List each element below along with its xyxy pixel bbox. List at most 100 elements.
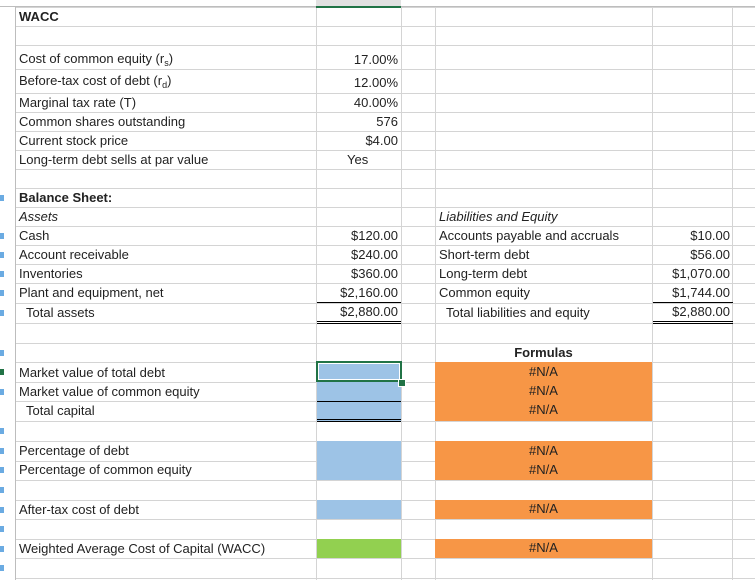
- formulas-heading[interactable]: Formulas: [514, 345, 573, 360]
- asset-value[interactable]: $120.00: [351, 228, 398, 243]
- asset-value[interactable]: $2,160.00: [340, 285, 398, 300]
- gridline: [732, 0, 733, 580]
- row-number[interactable]: [0, 290, 4, 296]
- formula-market-value-equity[interactable]: #N/A: [529, 383, 558, 398]
- calc-label-total-capital[interactable]: Total capital: [26, 403, 95, 418]
- liabilities-heading[interactable]: Liabilities and Equity: [439, 209, 558, 224]
- row-number[interactable]: [0, 467, 4, 473]
- formula-pct-equity[interactable]: #N/A: [529, 462, 558, 477]
- calc-label-after-tax-cost[interactable]: After-tax cost of debt: [19, 502, 139, 517]
- calc-result-wacc[interactable]: [317, 539, 401, 558]
- input-label-debt-at-par[interactable]: Long-term debt sells at par value: [19, 152, 209, 167]
- calc-label-pct-equity[interactable]: Percentage of common equity: [19, 462, 192, 477]
- row-number-selected[interactable]: [0, 369, 4, 375]
- asset-value[interactable]: $360.00: [351, 266, 398, 281]
- input-value-debt-at-par[interactable]: Yes: [347, 152, 369, 167]
- asset-label[interactable]: Account receivable: [19, 247, 129, 262]
- row-number[interactable]: [0, 565, 4, 571]
- formula-total-capital[interactable]: #N/A: [529, 402, 558, 417]
- calc-label-market-value-debt[interactable]: Market value of total debt: [19, 365, 165, 380]
- fill-handle[interactable]: [398, 379, 406, 387]
- row-number[interactable]: [0, 233, 4, 239]
- liability-value[interactable]: $10.00: [690, 228, 730, 243]
- liability-label[interactable]: Accounts payable and accruals: [439, 228, 619, 243]
- calc-value-pct-equity[interactable]: [316, 461, 398, 480]
- row-number[interactable]: [0, 448, 4, 454]
- row-number[interactable]: [0, 487, 4, 493]
- row-number[interactable]: [0, 546, 4, 552]
- gridline: [0, 150, 755, 151]
- input-value-before-tax-cost-of-debt[interactable]: 12.00%: [353, 75, 398, 90]
- liability-label[interactable]: Long-term debt: [439, 266, 528, 281]
- label-tail: ): [168, 51, 174, 66]
- calc-input-after-tax-cost[interactable]: [317, 500, 401, 519]
- active-cell-selection[interactable]: [316, 361, 402, 382]
- liability-label[interactable]: Short-term debt: [439, 247, 530, 262]
- liability-label[interactable]: Common equity: [439, 285, 531, 300]
- row-header-bar[interactable]: [0, 7, 16, 580]
- label-text: Cost of common equity (r: [19, 51, 165, 66]
- calc-label-wacc[interactable]: Weighted Average Cost of Capital (WACC): [19, 541, 266, 556]
- asset-label[interactable]: Cash: [19, 228, 50, 243]
- row-number[interactable]: [0, 350, 4, 356]
- input-label-stock-price[interactable]: Current stock price: [19, 133, 129, 148]
- formula-after-tax-cost[interactable]: #N/A: [529, 501, 558, 516]
- balance-sheet-heading[interactable]: Balance Sheet:: [19, 190, 113, 205]
- border-single: [317, 401, 401, 402]
- total-assets-label[interactable]: Total assets: [26, 305, 95, 320]
- calc-value-wacc[interactable]: [316, 539, 398, 558]
- calc-value-total-capital[interactable]: [316, 401, 398, 420]
- total-assets-value[interactable]: $2,880.00: [340, 304, 398, 319]
- row-number[interactable]: [0, 507, 4, 513]
- formula-pct-debt[interactable]: #N/A: [529, 443, 558, 458]
- input-value-cost-of-equity[interactable]: 17.00%: [353, 52, 398, 67]
- row-number[interactable]: [0, 310, 4, 316]
- calc-value-pct-debt[interactable]: [316, 441, 398, 460]
- asset-label[interactable]: Plant and equipment, net: [19, 285, 164, 300]
- column-header-selected[interactable]: [316, 0, 401, 8]
- input-label-tax-rate[interactable]: Marginal tax rate (T): [19, 95, 137, 110]
- sheet-title[interactable]: WACC: [19, 9, 59, 24]
- input-value-shares-outstanding[interactable]: 576: [376, 114, 398, 129]
- calc-label-market-value-equity[interactable]: Market value of common equity: [19, 384, 200, 399]
- input-label-cost-of-equity[interactable]: Cost of common equity (rs): [19, 49, 309, 68]
- calc-input-block-weights[interactable]: [317, 441, 401, 480]
- total-liabilities-label[interactable]: Total liabilities and equity: [446, 305, 590, 320]
- gridline: [0, 188, 755, 189]
- calc-value-market-value-equity[interactable]: [316, 382, 398, 401]
- formula-market-value-debt[interactable]: #N/A: [529, 364, 558, 379]
- row-number[interactable]: [0, 428, 4, 434]
- input-value-tax-rate[interactable]: 40.00%: [353, 95, 398, 110]
- gridline: [0, 283, 755, 284]
- row-number[interactable]: [0, 389, 4, 395]
- formula-block-after-tax: [435, 500, 652, 519]
- gridline: [0, 131, 755, 132]
- calc-value-after-tax-cost[interactable]: [316, 500, 398, 519]
- active-cell-inner: [318, 363, 400, 380]
- liability-value[interactable]: $1,070.00: [672, 266, 730, 281]
- calc-input-block-capital[interactable]: [317, 362, 401, 421]
- row-number[interactable]: [0, 526, 4, 532]
- input-value-stock-price[interactable]: $4.00: [365, 133, 398, 148]
- gridline: [316, 0, 317, 580]
- row-number[interactable]: [0, 271, 4, 277]
- border-single: [317, 302, 401, 303]
- asset-value[interactable]: $240.00: [351, 247, 398, 262]
- liability-value[interactable]: $56.00: [690, 247, 730, 262]
- gridline: [0, 519, 755, 520]
- gridline: [0, 26, 755, 27]
- row-number[interactable]: [0, 252, 4, 258]
- asset-label[interactable]: Inventories: [19, 266, 83, 281]
- formula-wacc[interactable]: #N/A: [529, 540, 558, 555]
- input-label-shares-outstanding[interactable]: Common shares outstanding: [19, 114, 186, 129]
- input-label-before-tax-cost-of-debt[interactable]: Before-tax cost of debt (rd): [19, 71, 309, 90]
- subscript: d: [162, 80, 168, 90]
- calc-label-pct-debt[interactable]: Percentage of debt: [19, 443, 129, 458]
- liability-value[interactable]: $1,744.00: [672, 285, 730, 300]
- gridline: [401, 0, 402, 580]
- assets-heading[interactable]: Assets: [19, 209, 59, 224]
- total-liabilities-value[interactable]: $2,880.00: [672, 304, 730, 319]
- row-number[interactable]: [0, 195, 4, 201]
- gridline: [0, 245, 755, 246]
